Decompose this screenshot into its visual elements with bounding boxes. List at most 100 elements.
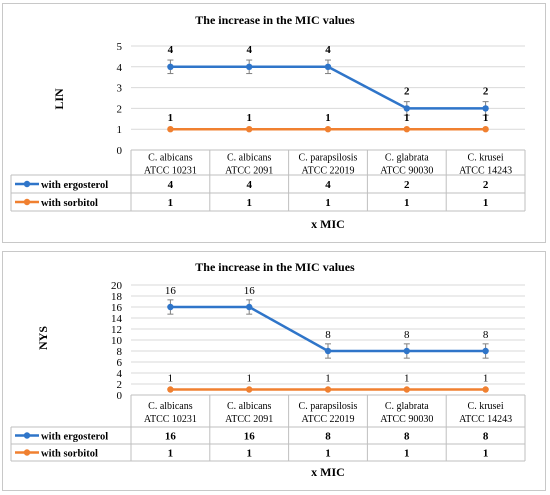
y-tick-label: 4	[117, 62, 123, 74]
category-label: ATCC 22019	[301, 414, 354, 425]
table-cell: 4	[168, 179, 174, 191]
data-label: 8	[483, 329, 489, 341]
chart-nys: The increase in the MIC values0246810121…	[10, 260, 526, 479]
data-label: 1	[404, 112, 410, 124]
table-cell: 4	[246, 179, 252, 191]
y-tick-label: 18	[111, 291, 123, 303]
category-label: C. albicans	[227, 401, 272, 412]
table-cell: 2	[404, 179, 410, 191]
category-label: ATCC 90030	[380, 166, 433, 177]
data-point	[167, 386, 174, 393]
data-point	[167, 303, 174, 311]
data-point	[324, 126, 332, 133]
data-label: 1	[483, 112, 489, 124]
table-cell: 1	[246, 197, 252, 209]
y-tick-label: 16	[111, 302, 123, 314]
data-label: 4	[246, 44, 252, 56]
category-label: ATCC 2091	[225, 166, 273, 177]
data-point	[167, 126, 174, 133]
data-label: 2	[483, 85, 489, 97]
data-label: 1	[325, 112, 331, 124]
chart-title: The increase in the MIC values	[195, 260, 355, 274]
category-label: ATCC 10231	[144, 414, 197, 425]
data-point	[246, 63, 253, 70]
data-point	[482, 105, 489, 112]
y-tick-label: 10	[111, 335, 123, 347]
category-label: C. krusei	[468, 401, 504, 412]
data-label: 1	[168, 373, 174, 385]
table-cell: 8	[325, 431, 331, 443]
y-tick-label: 6	[117, 357, 123, 369]
table-cell: 2	[483, 179, 489, 191]
chart-panel-lin: The increase in the MIC values 0 1 2 3 4 5 LIN C…	[2, 3, 546, 243]
chart-panel-nys: The increase in the MIC values 0 2 4 6 8 10 12 1…	[2, 251, 546, 491]
y-tick-label: 1	[117, 124, 123, 136]
y-tick-label: 5	[117, 41, 123, 53]
table-cell: 1	[325, 448, 331, 460]
series-name: with sorbitol	[41, 449, 98, 460]
data-label: 1	[404, 373, 410, 385]
data-point	[324, 63, 332, 70]
category-label: C. glabrata	[385, 401, 429, 412]
data-point	[324, 347, 332, 355]
y-tick-label: 3	[117, 83, 123, 95]
y-tick-label: 0	[117, 145, 123, 157]
data-label: 1	[168, 112, 174, 124]
table-cell: 1	[325, 197, 331, 209]
data-point	[246, 386, 253, 393]
y-tick-label: 4	[117, 368, 123, 380]
table-cell: 1	[168, 448, 174, 460]
table-cell: 1	[168, 197, 174, 209]
category-label: C. krusei	[468, 153, 504, 164]
category-label: C. albicans	[148, 153, 193, 164]
data-point	[403, 126, 410, 133]
table-cell: 1	[404, 197, 410, 209]
data-point	[403, 386, 410, 393]
category-label: ATCC 22019	[301, 166, 354, 177]
y-tick-label: 2	[117, 103, 123, 115]
category-label: C. albicans	[148, 401, 193, 412]
data-label: 1	[246, 373, 252, 385]
table-cell: 4	[325, 179, 331, 191]
data-point	[482, 126, 489, 133]
x-axis-label: x MIC	[311, 465, 345, 479]
data-point	[246, 126, 253, 133]
table-cell: 1	[483, 448, 489, 460]
category-label: C. parapsilosis	[299, 153, 358, 164]
data-label: 1	[246, 112, 252, 124]
table-cell: 8	[483, 431, 489, 443]
data-label: 16	[165, 285, 177, 297]
y-axis-label: LIN	[52, 88, 66, 110]
category-label: C. glabrata	[385, 153, 429, 164]
legend-key-marker	[23, 180, 31, 188]
data-label: 4	[168, 44, 174, 56]
data-point	[403, 347, 410, 355]
table-cell: 16	[244, 431, 256, 443]
legend-key-marker	[23, 198, 31, 206]
data-label: 2	[404, 85, 410, 97]
y-tick-label: 12	[111, 324, 122, 336]
y-axis-label: NYS	[36, 326, 50, 350]
series-name: with ergosterol	[41, 432, 108, 443]
data-point	[482, 386, 489, 393]
category-label: ATCC 10231	[144, 166, 197, 177]
category-label: ATCC 2091	[225, 414, 273, 425]
data-label: 8	[404, 329, 410, 341]
data-point	[403, 105, 410, 112]
data-point	[324, 386, 332, 393]
table-cell: 16	[165, 431, 177, 443]
series-name: with sorbitol	[41, 198, 98, 209]
data-point	[167, 63, 174, 70]
data-point	[482, 347, 489, 355]
y-tick-label: 0	[117, 390, 123, 402]
table-cell: 1	[483, 197, 489, 209]
data-label: 1	[483, 373, 489, 385]
data-label: 8	[325, 329, 331, 341]
chart-title: The increase in the MIC values	[195, 13, 355, 27]
legend-key-marker	[23, 449, 31, 456]
y-tick-label: 2	[117, 379, 123, 391]
table-cell: 1	[404, 448, 410, 460]
table-cell: 8	[404, 431, 410, 443]
y-tick-label: 20	[111, 280, 123, 292]
y-tick-label: 14	[111, 313, 123, 325]
